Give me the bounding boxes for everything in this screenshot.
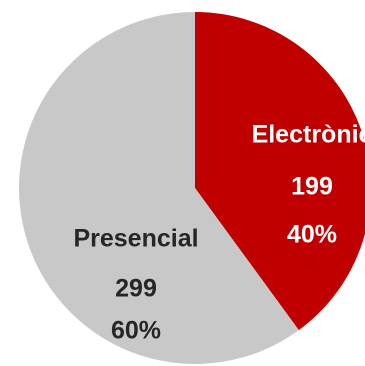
slice-value-label: 299	[115, 275, 157, 303]
slice-value-label: 199	[291, 173, 333, 201]
slice-percent-label: 40%	[287, 221, 337, 249]
pie-labels: Electrònic 199 40% Presencial 299 60%	[73, 121, 365, 345]
slice-name-label: Presencial	[73, 225, 198, 253]
pie-slice-electro-nic	[195, 12, 365, 331]
pie-slice-presencial	[19, 12, 299, 364]
slice-name-label: Electrònic	[252, 121, 365, 149]
pie-slices	[19, 12, 365, 364]
slice-percent-label: 60%	[111, 317, 161, 345]
